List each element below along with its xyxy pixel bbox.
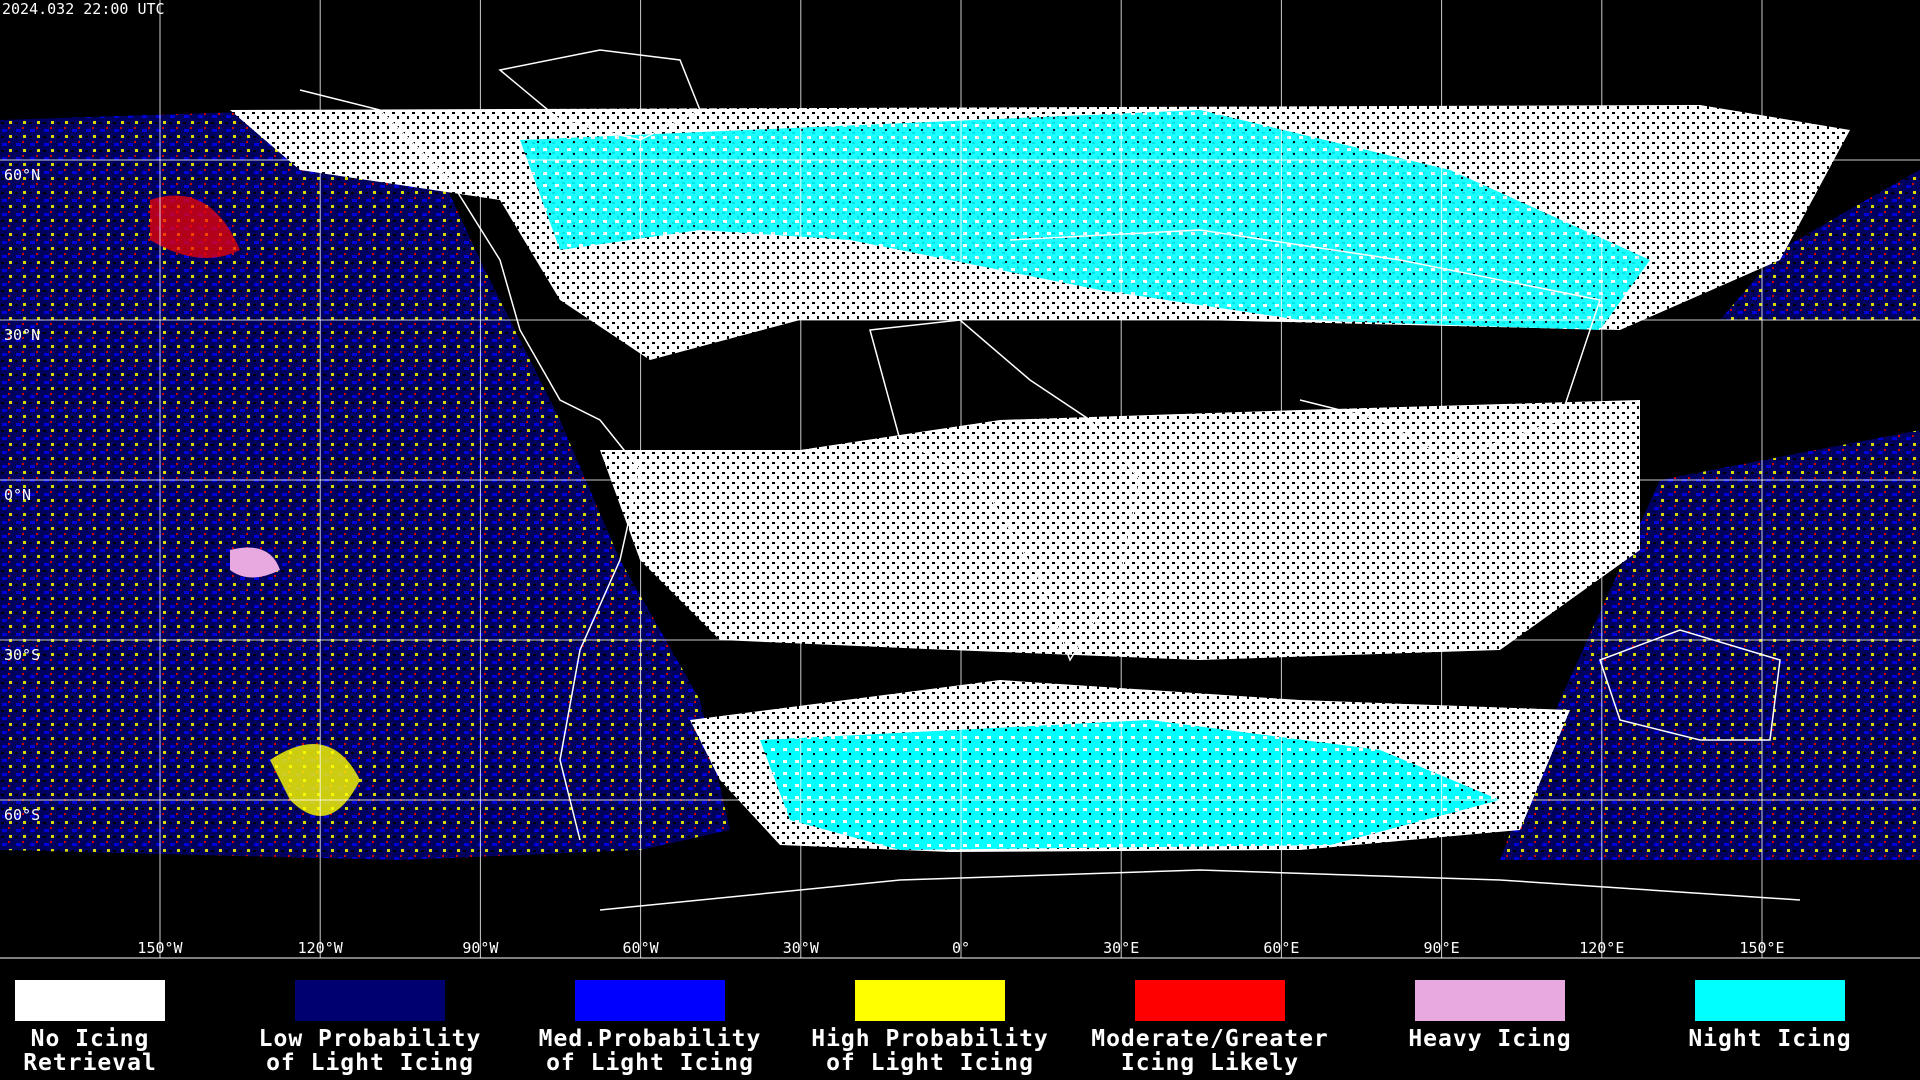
graticule <box>0 0 1920 958</box>
lon-label: 150°W <box>137 939 183 957</box>
legend-swatch <box>1135 980 1285 1021</box>
lon-label: 60°W <box>623 939 660 957</box>
storm-moderate <box>150 195 240 258</box>
lat-label: 0°N <box>4 486 31 504</box>
tropical-no-icing <box>600 400 1640 660</box>
legend-swatch <box>1695 980 1845 1021</box>
lon-label: 30°E <box>1103 939 1139 957</box>
south-night-icing <box>760 720 1500 850</box>
legend-label: Med.Probability <box>539 1026 762 1052</box>
timestamp: 2024.032 22:00 UTC <box>2 0 165 18</box>
legend-swatch <box>1415 980 1565 1021</box>
lon-label: 30°W <box>783 939 820 957</box>
lon-label: 90°W <box>462 939 499 957</box>
legend-swatch <box>575 980 725 1021</box>
north-night-icing <box>520 110 1650 330</box>
legend-swatch <box>15 980 165 1021</box>
north-pacific-retrievals <box>1720 170 1920 320</box>
legend-swatch <box>295 980 445 1021</box>
lat-label: 60°N <box>4 166 40 184</box>
legend-swatch <box>855 980 1005 1021</box>
legend-label: of Light Icing <box>266 1050 474 1076</box>
eurasia-coast <box>1009 229 1601 461</box>
greenland-coast <box>498 49 701 141</box>
lon-label: 0° <box>952 939 970 957</box>
antarctica-coast <box>599 869 1801 911</box>
legend-label: High Probability <box>811 1026 1049 1052</box>
lon-label: 90°E <box>1424 939 1460 957</box>
legend-label: Retrieval <box>23 1050 157 1076</box>
legend-label: Icing Likely <box>1121 1050 1299 1076</box>
lat-label: 30°S <box>4 646 40 664</box>
legend-label: No Icing <box>31 1026 150 1052</box>
lon-label: 120°E <box>1579 939 1624 957</box>
lon-label: 120°W <box>298 939 344 957</box>
lon-label: 150°E <box>1739 939 1784 957</box>
graticule-labels: 60°N 30°N 0°N 30°S 60°S 150°W 120°W 90°W 60°W 30°… <box>4 166 1785 957</box>
legend-label: Moderate/Greater <box>1091 1026 1329 1052</box>
legend-label: of Light Icing <box>546 1050 754 1076</box>
coastlines <box>299 49 1801 911</box>
legend-label: Heavy Icing <box>1408 1026 1571 1052</box>
lat-label: 30°N <box>4 326 40 344</box>
legend-label: Night Icing <box>1688 1026 1851 1052</box>
storm-high <box>270 744 360 816</box>
americas-coast <box>299 89 641 841</box>
legend-label: of Light Icing <box>826 1050 1034 1076</box>
africa-coast <box>869 319 1141 662</box>
lat-label: 60°S <box>4 806 40 824</box>
lon-label: 60°E <box>1263 939 1299 957</box>
west-pacific-retrievals <box>1500 430 1920 860</box>
heavy-patch <box>230 547 280 578</box>
pacific-retrievals <box>0 110 730 860</box>
australia-coast <box>1599 629 1781 741</box>
legend-label: Low Probability <box>259 1026 482 1052</box>
imagery <box>0 105 1920 860</box>
